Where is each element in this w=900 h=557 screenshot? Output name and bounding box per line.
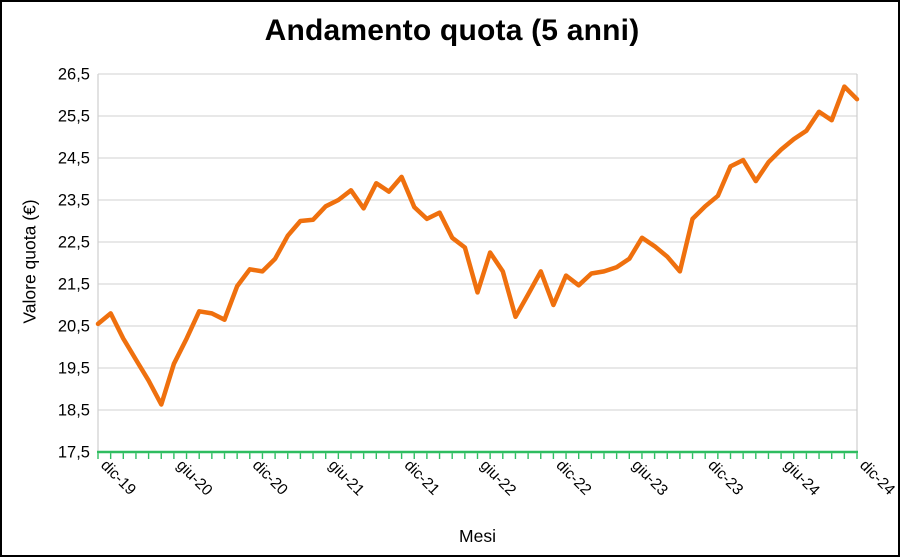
y-tick-label: 21,5 (58, 276, 90, 294)
y-tick-label: 22,5 (58, 234, 90, 252)
x-tick-label: dic-22 (553, 457, 595, 499)
x-tick-label: dic-21 (401, 457, 443, 499)
x-tick-label: giu-23 (628, 457, 670, 499)
chart-title: Andamento quota (5 anni) (264, 14, 640, 47)
x-tick-label: dic-20 (249, 457, 291, 499)
x-tick-label: giu-20 (173, 457, 216, 500)
y-tick-label: 20,5 (58, 318, 90, 336)
x-tick-label: giu-21 (325, 457, 367, 499)
x-tick-label: dic-23 (704, 457, 746, 499)
y-tick-label: 19,5 (58, 360, 90, 378)
y-tick-label: 25,5 (58, 108, 90, 126)
x-tick-label: giu-24 (780, 457, 823, 500)
y-tick-label: 24,5 (58, 150, 90, 168)
x-tick-label: giu-22 (477, 457, 519, 499)
y-tick-label: 23,5 (58, 192, 90, 210)
y-tick-label: 26,5 (58, 66, 90, 84)
y-tick-label: 17,5 (58, 444, 90, 462)
series-line (95, 84, 860, 407)
x-tick-label: dic-19 (97, 457, 139, 499)
y-tick-label: 18,5 (58, 402, 90, 420)
x-axis-title: Mesi (459, 526, 496, 546)
x-tick-label: dic-24 (856, 457, 898, 499)
